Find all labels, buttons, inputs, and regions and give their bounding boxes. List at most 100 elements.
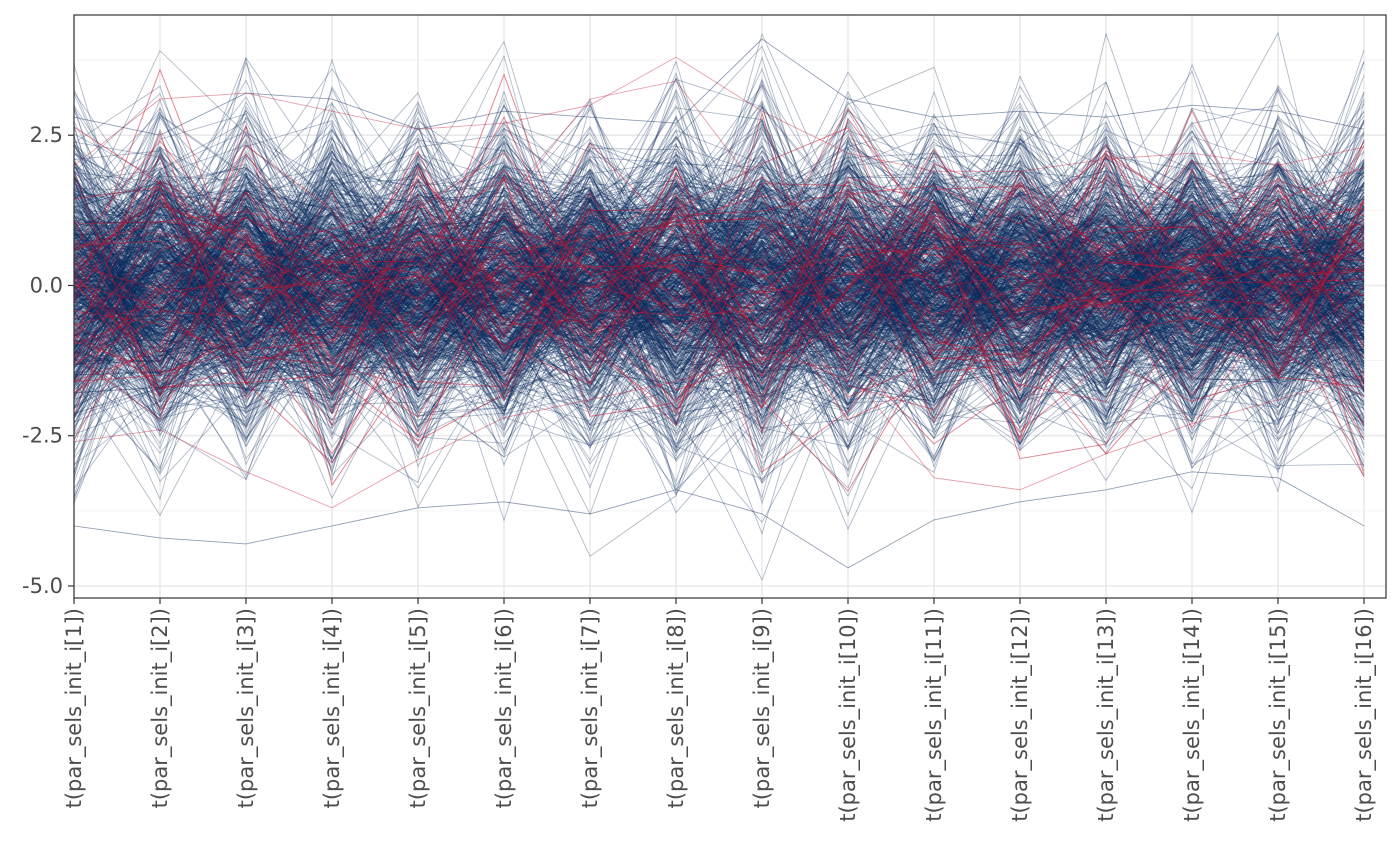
non-divergent-draw-line: [73, 215, 1365, 377]
non-divergent-draw-line: [73, 204, 1365, 385]
non-divergent-draw-line: [73, 91, 1365, 454]
divergent-draw-line: [73, 189, 1365, 438]
non-divergent-draw-line: [73, 126, 1365, 426]
non-divergent-draw-line: [73, 171, 1365, 379]
non-divergent-draw-line: [73, 223, 1365, 426]
non-divergent-draw-line: [73, 180, 1365, 473]
non-divergent-draw-line: [73, 153, 1365, 403]
non-divergent-draw-line: [73, 198, 1365, 487]
non-divergent-draw-line: [73, 217, 1365, 417]
non-divergent-draw-line: [73, 193, 1365, 400]
non-divergent-draw-line: [73, 151, 1365, 357]
non-divergent-draw-line: [73, 201, 1365, 393]
non-divergent-draw-line: [73, 127, 1365, 378]
non-divergent-draw-line: [73, 71, 1365, 419]
divergent-draw-line: [73, 187, 1365, 455]
non-divergent-draw-line: [73, 195, 1365, 405]
non-divergent-draw-line: [73, 193, 1365, 356]
non-divergent-draw-line: [73, 139, 1365, 418]
non-divergent-draw-line: [73, 199, 1365, 440]
non-divergent-draw-line: [73, 213, 1365, 466]
plot-panel-border: [73, 14, 1387, 599]
non-divergent-draw-line: [73, 213, 1365, 424]
divergent-draw-line: [73, 116, 1365, 460]
non-divergent-draw-line: [73, 206, 1365, 439]
non-divergent-draw-line: [73, 120, 1365, 419]
non-divergent-draw-line: [73, 92, 1365, 381]
non-divergent-draw-line: [73, 178, 1365, 420]
non-divergent-draw-line: [73, 158, 1365, 431]
non-divergent-draw-line: [73, 183, 1365, 354]
non-divergent-draw-line: [73, 125, 1365, 408]
non-divergent-draw-line: [73, 190, 1365, 505]
divergent-draw-line: [73, 163, 1365, 402]
non-divergent-draw-line: [73, 101, 1365, 385]
non-divergent-draw-line: [73, 210, 1365, 431]
non-divergent-draw-line: [73, 189, 1365, 422]
non-divergent-draw-line: [73, 201, 1365, 394]
divergent-draw-line: [73, 148, 1365, 409]
non-divergent-draw-line: [73, 164, 1365, 454]
non-divergent-draw-line: [73, 95, 1365, 435]
non-divergent-draw-line: [73, 190, 1365, 445]
non-divergent-draw-line: [73, 200, 1365, 389]
non-divergent-draw-line: [73, 221, 1365, 444]
non-divergent-draw-line: [73, 88, 1365, 410]
non-divergent-draw-line: [73, 223, 1365, 404]
non-divergent-draw-line: [73, 152, 1365, 479]
non-divergent-draw-line: [73, 215, 1365, 390]
non-divergent-draw-line: [73, 223, 1365, 448]
non-divergent-draw-line: [73, 123, 1365, 491]
non-divergent-draw-line: [73, 165, 1365, 388]
non-divergent-draw-line: [73, 112, 1365, 439]
non-divergent-draw-line: [73, 138, 1365, 476]
non-divergent-draw-line: [73, 103, 1365, 460]
non-divergent-draw-line: [73, 177, 1365, 415]
non-divergent-draw-line: [73, 145, 1365, 385]
non-divergent-draw-line: [73, 208, 1365, 441]
non-divergent-draw-line: [73, 136, 1365, 429]
non-divergent-draw-line: [73, 169, 1365, 413]
y-tick-label: -5.0: [22, 574, 63, 598]
non-divergent-draw-line: [73, 56, 1365, 481]
non-divergent-draw-line: [73, 124, 1365, 395]
non-divergent-draw-line: [73, 122, 1365, 400]
non-divergent-draw-line: [73, 204, 1365, 383]
y-axis: -5.0 -2.5 0.0 2.5: [22, 123, 74, 598]
non-divergent-draw-line: [73, 183, 1365, 444]
non-divergent-draw-line: [73, 211, 1365, 468]
non-divergent-draw-line: [73, 79, 1365, 460]
non-divergent-draw-line: [73, 140, 1365, 460]
non-divergent-draw-line: [73, 182, 1365, 344]
non-divergent-draw-line: [73, 153, 1365, 375]
non-divergent-draw-line: [73, 140, 1365, 482]
y-tick-label: 2.5: [30, 123, 63, 147]
non-divergent-draw-line: [73, 169, 1365, 393]
non-divergent-draw-line: [73, 211, 1365, 459]
non-divergent-draw-line: [73, 222, 1365, 361]
non-divergent-draw-line: [73, 181, 1365, 358]
divergent-draw-line: [73, 109, 1365, 384]
divergent-draw-line: [73, 126, 1365, 443]
non-divergent-draw-line: [73, 90, 1365, 414]
divergent-draw-line: [73, 176, 1365, 388]
non-divergent-draw-line: [73, 157, 1365, 433]
non-divergent-draw-line: [73, 113, 1365, 471]
non-divergent-draw-line: [73, 150, 1365, 452]
non-divergent-draw-line: [73, 111, 1365, 432]
divergent-draw-line: [73, 180, 1365, 398]
x-tick-label: t(par_sels_init_i[4]): [320, 608, 345, 808]
non-divergent-draw-line: [73, 102, 1365, 424]
non-divergent-draw-line: [73, 79, 1365, 420]
non-divergent-draw-line: [73, 116, 1365, 485]
non-divergent-draw-line: [73, 211, 1365, 473]
non-divergent-draw-line: [73, 140, 1365, 415]
divergent-draw-line: [73, 193, 1365, 388]
non-divergent-draw-line: [73, 159, 1365, 361]
non-divergent-draw-line: [73, 96, 1365, 402]
non-divergent-draw-line: [73, 164, 1365, 395]
non-divergent-draw-line: [73, 241, 1365, 409]
non-divergent-draw-line: [73, 101, 1365, 432]
divergent-draw-line: [73, 214, 1365, 402]
y-tick-label: 0.0: [30, 273, 63, 297]
